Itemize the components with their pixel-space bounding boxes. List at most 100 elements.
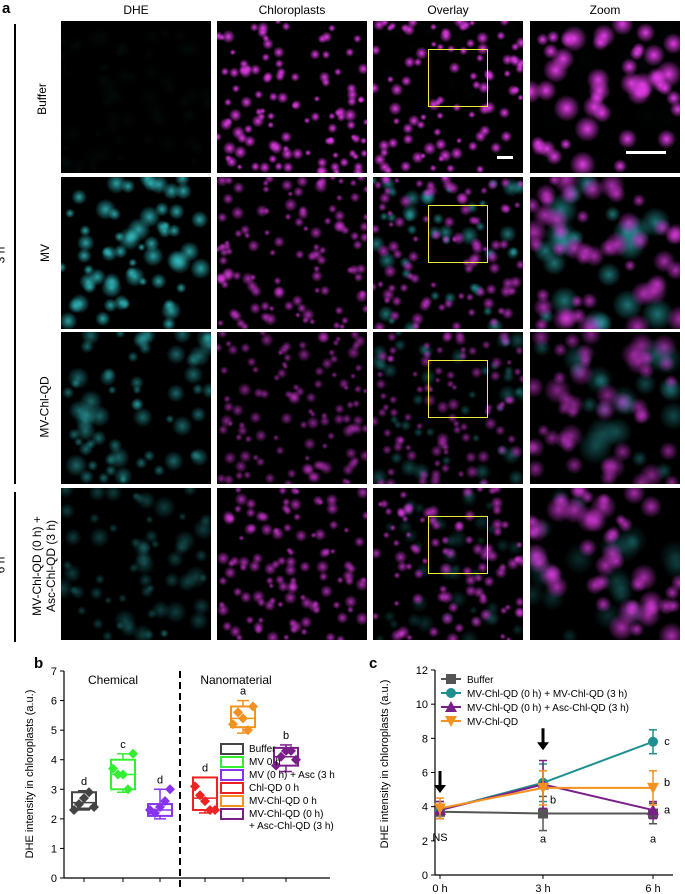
legend-label: MV-Chl-QD (0 h) + Asc-Chl-QD (3 h): [467, 703, 629, 714]
panel-c-label: c: [369, 655, 378, 672]
box-series: a: [228, 686, 258, 736]
legend-label: MV (0 h) + Asc (3 h): [249, 770, 335, 781]
significance-letter: b: [283, 730, 289, 742]
time-bracket-6h: [14, 492, 16, 642]
micrograph-zoom-row-1: [530, 21, 680, 173]
micrograph-zoom-row-3: [530, 332, 680, 484]
box-series: b: [271, 730, 301, 773]
data-point-diamond: [79, 793, 89, 804]
box-series: d: [145, 774, 175, 820]
micrograph-overlay-row-4: [373, 488, 523, 640]
legend-swatch: [220, 743, 244, 755]
y-tick-label: 0: [51, 873, 57, 885]
micrograph-overlay-row-1: [373, 21, 523, 173]
column-header-overlay: Overlay: [427, 3, 469, 17]
data-point-diamond: [118, 769, 128, 780]
micrograph-overlay-row-2: [373, 177, 523, 329]
row-label-line1: MV-Chl-QD (0 h) +: [29, 516, 44, 616]
micrograph-chloroplasts-row-3: [217, 332, 367, 484]
legend-swatch: [220, 795, 244, 807]
micrograph-chloroplasts-row-2: [217, 177, 367, 329]
y-tick-label: 10: [416, 699, 428, 711]
y-tick-label: 0: [422, 870, 428, 882]
data-point-diamond: [210, 804, 220, 815]
ns-label: NS: [432, 832, 447, 844]
micrograph-zoom-row-2: [530, 177, 680, 329]
column-header-chloroplasts: Chloroplasts: [258, 3, 326, 17]
legend-label: Buffer: [249, 744, 276, 755]
data-point-diamond: [150, 807, 160, 818]
micrograph-dhe-row-3: [61, 332, 211, 484]
column-header-zoom: Zoom: [589, 3, 621, 17]
box-series: c: [108, 739, 138, 795]
panel-a-label: a: [2, 0, 11, 17]
significance-letter: c: [120, 739, 126, 751]
data-point-diamond: [74, 799, 84, 810]
data-point-diamond: [233, 707, 243, 718]
zoom-region-box: [428, 205, 488, 263]
data-marker-square: [538, 808, 548, 819]
significance-letter: d: [81, 776, 87, 788]
data-point-diamond: [84, 787, 94, 798]
data-marker-triangle: [434, 803, 446, 815]
micrograph-chloroplasts-row-4: [217, 488, 367, 640]
x-tick-label: 0 h: [432, 883, 447, 894]
data-point-diamond: [200, 796, 210, 807]
significance-letter: b: [664, 777, 670, 789]
row-label-mv: MV: [38, 244, 52, 262]
time-label-6h: 6 h: [0, 557, 7, 574]
y-tick-label: 12: [416, 665, 428, 677]
arrow-head: [434, 785, 446, 793]
data-marker-circle: [446, 688, 456, 698]
data-marker-square: [446, 674, 456, 684]
data-point-diamond: [228, 719, 238, 730]
box-series: d: [69, 776, 99, 815]
legend-label: MV-Chl-QD (0 h) + MV-Chl-QD (3 h): [467, 689, 627, 700]
micrograph-chloroplasts-row-1: [217, 21, 367, 173]
data-marker-triangle: [445, 701, 457, 712]
y-tick-label: 2: [51, 814, 57, 826]
box-series: d: [190, 762, 220, 815]
y-tick-label: 3: [51, 784, 57, 796]
y-tick-label: 7: [51, 666, 57, 678]
row-label-buffer: Buffer: [34, 83, 49, 115]
micrograph-overlay-row-3: [373, 332, 523, 484]
panel-b-label: b: [34, 655, 44, 672]
significance-letter: c: [664, 736, 670, 748]
y-tick-label: 2: [422, 836, 428, 848]
y-tick-label: 4: [422, 802, 428, 814]
legend-label: MV-Chl-QD: [467, 717, 518, 728]
data-point-diamond: [276, 751, 286, 762]
legend-label: Chl-QD 0 h: [249, 783, 299, 794]
x-tick-label: 6 h: [645, 883, 660, 894]
x-tick-label: 3 h: [535, 883, 550, 894]
data-marker-triangle: [647, 782, 659, 794]
data-point-diamond: [155, 802, 165, 813]
micrograph-zoom-row-4: [530, 488, 680, 640]
down-arrow-icon: [434, 771, 446, 793]
legend-label: MV 0 h: [249, 757, 281, 768]
scale-bar: [626, 151, 666, 154]
data-point-diamond: [271, 760, 281, 771]
data-point-diamond: [69, 804, 79, 815]
data-marker-triangle: [647, 804, 659, 816]
micrograph-dhe-row-1: [61, 21, 211, 173]
legend-label: Buffer: [467, 675, 494, 686]
y-tick-label: 6: [422, 768, 428, 780]
time-bracket-3h: [14, 24, 16, 484]
zoom-region-box: [428, 49, 488, 107]
line-series: [434, 770, 659, 820]
data-point-diamond: [190, 781, 200, 792]
legend-label: + Asc-Chl-QD (3 h): [249, 821, 334, 832]
data-point-diamond: [243, 725, 253, 736]
data-point-diamond: [89, 802, 99, 813]
column-header-dhe: DHE: [123, 3, 149, 17]
legend-label: MV-Chl-QD (0 h): [249, 809, 323, 820]
data-point-diamond: [160, 796, 170, 807]
zoom-region-box: [428, 516, 488, 574]
line-chart-y-axis-label: DHE intensity in chloroplasts (a.u.): [379, 680, 391, 849]
legend-swatch: [220, 756, 244, 768]
data-point-diamond: [108, 763, 118, 774]
data-marker-triangle: [445, 716, 457, 727]
legend-label: MV-Chl-QD 0 h: [249, 796, 317, 807]
